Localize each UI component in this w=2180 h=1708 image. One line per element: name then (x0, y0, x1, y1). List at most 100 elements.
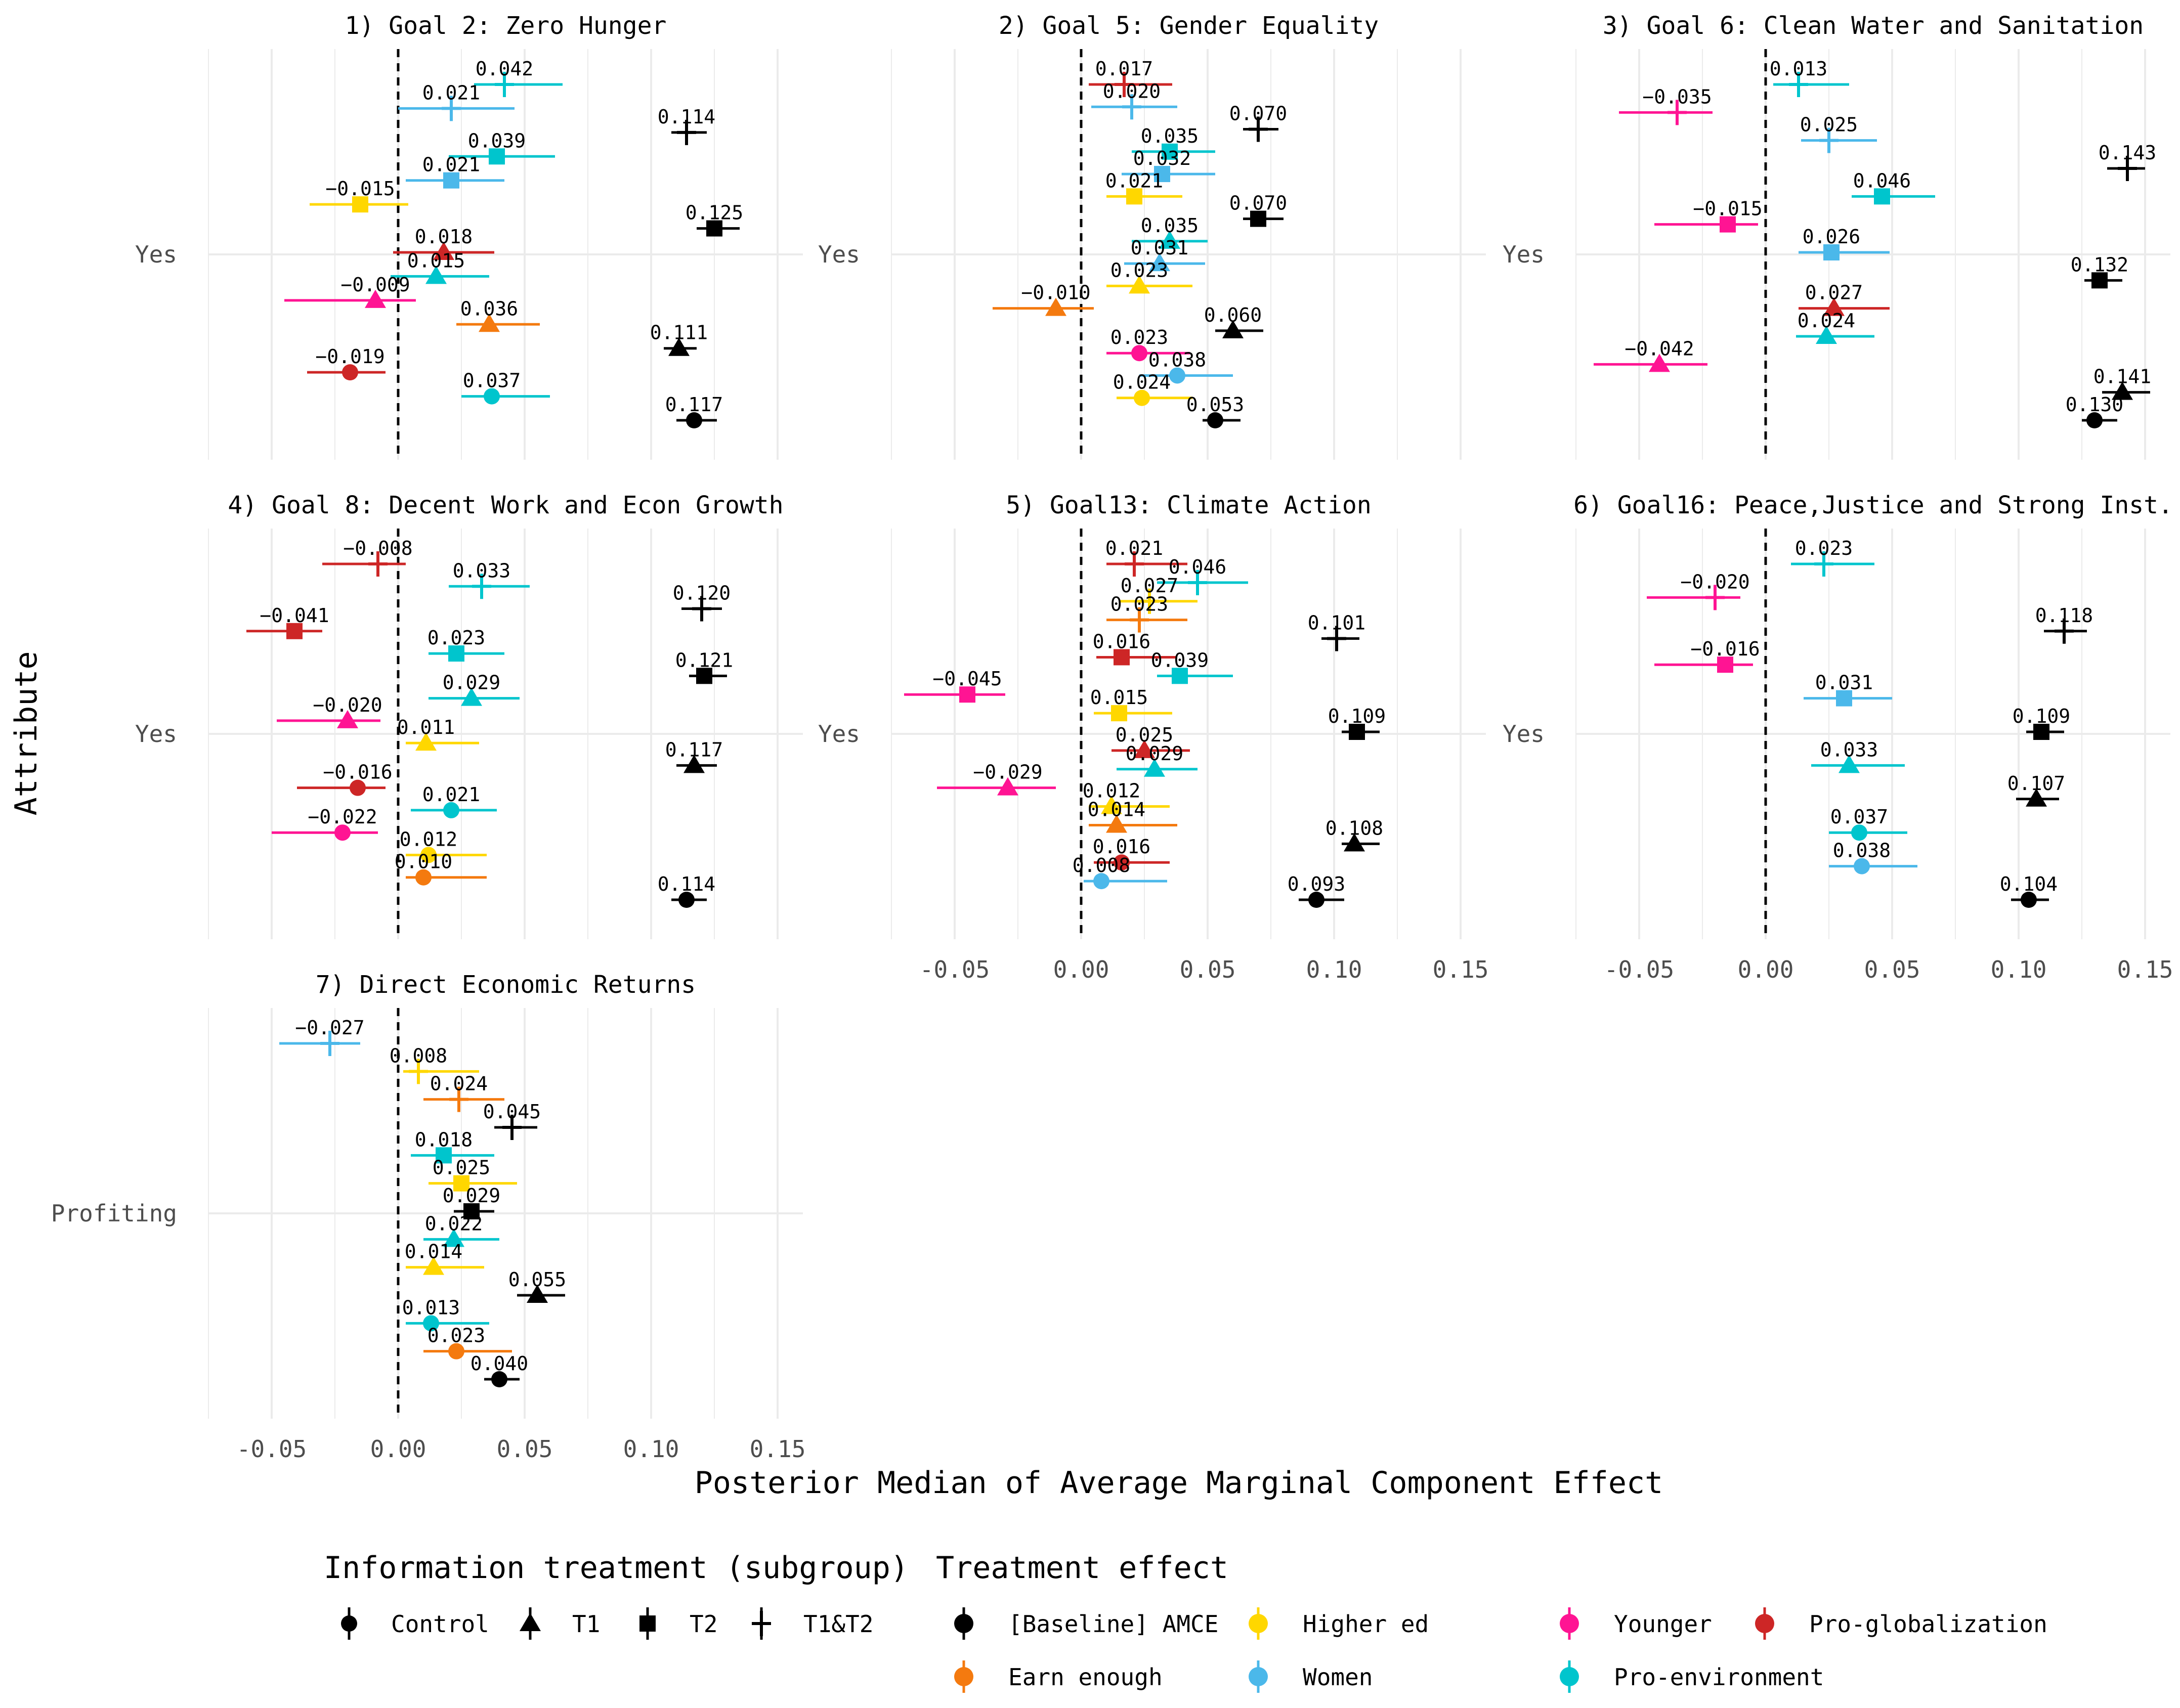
data-label: 0.023 (1795, 537, 1853, 559)
data-point: 0.033 (1811, 738, 1905, 773)
data-point: 0.031 (1124, 237, 1205, 272)
data-label: −0.041 (260, 604, 329, 627)
data-label: 0.024 (1798, 310, 1855, 332)
data-point: 0.021 (398, 81, 515, 121)
data-point: 0.120 (673, 582, 731, 622)
data-label: 0.038 (1148, 348, 1206, 371)
point-marker-circle (678, 892, 695, 908)
data-label: 0.010 (395, 851, 452, 873)
data-label: 0.111 (650, 322, 708, 344)
x-tick-label: 0.00 (1053, 956, 1109, 983)
point-marker-square (1111, 705, 1127, 722)
data-label: 0.039 (468, 129, 526, 152)
legend-label: [Baseline] AMCE (1008, 1610, 1218, 1638)
data-point: 0.033 (449, 559, 530, 599)
point-marker-triangle (425, 266, 447, 284)
point-marker-plus (502, 1115, 522, 1140)
data-point: 0.055 (508, 1268, 566, 1303)
point-marker-square (1836, 690, 1852, 707)
data-label: 0.035 (1141, 214, 1199, 237)
data-label: −0.029 (973, 761, 1042, 783)
point-marker-square (1720, 216, 1736, 233)
data-label: 0.023 (1110, 259, 1168, 281)
point-marker-circle (342, 364, 358, 381)
x-axis-title: Posterior Median of Average Marginal Com… (695, 1465, 1663, 1501)
point-marker-plus (449, 1086, 468, 1112)
point-marker-triangle (1149, 253, 1170, 272)
point-marker-square (706, 220, 722, 237)
point-marker-triangle (1839, 755, 1860, 773)
x-tick-label: 0.05 (1864, 956, 1920, 983)
data-point: 0.125 (686, 202, 743, 237)
data-point: 0.101 (1308, 612, 1365, 651)
point-marker-square (2091, 272, 2108, 289)
legend-label: T1 (572, 1610, 600, 1638)
y-tick-label: Yes (135, 241, 177, 268)
point-marker-triangle (1144, 758, 1165, 777)
data-point: 0.023 (423, 1325, 512, 1360)
point-marker-triangle (423, 1256, 444, 1275)
data-point: 0.015 (391, 249, 489, 284)
point-marker-square (286, 623, 303, 639)
point-marker-square (489, 148, 505, 165)
y-tick-label: Yes (135, 720, 177, 748)
legend-shape-t1-t2: T1&T2 (752, 1607, 873, 1640)
data-label: 0.021 (422, 81, 480, 104)
point-marker-plus (2118, 156, 2137, 181)
legend-shape-control: Control (341, 1607, 489, 1640)
data-point: 0.036 (456, 297, 540, 332)
data-label: 0.025 (433, 1157, 490, 1179)
data-point: 0.107 (2007, 772, 2065, 807)
facet-panels: 1) Goal 2: Zero HungerYes0.0420.0210.114… (51, 12, 2173, 1463)
legend-shape-title: Information treatment (subgroup) (324, 1550, 909, 1586)
data-label: −0.016 (323, 761, 392, 783)
data-label: 0.035 (1141, 125, 1199, 147)
legend-color-pro-globalization: Pro-globalization (1755, 1607, 2047, 1640)
data-label: 0.038 (1833, 840, 1891, 862)
data-label: 0.143 (2099, 142, 2156, 164)
data-point: 0.018 (411, 1128, 494, 1164)
legend-shape-t1: T1 (520, 1607, 600, 1640)
data-label: 0.023 (428, 627, 485, 649)
y-tick-label: Profiting (51, 1200, 177, 1227)
point-marker-square (1114, 649, 1130, 666)
data-point: 0.022 (423, 1212, 499, 1247)
data-label: −0.019 (315, 345, 384, 368)
data-label: 0.114 (658, 873, 715, 895)
data-point: 0.032 (1122, 147, 1215, 183)
legend-label: Women (1303, 1663, 1373, 1691)
point-marker-plus (1705, 585, 1725, 610)
point-marker-triangle (668, 337, 690, 356)
data-point: 0.016 (1093, 630, 1177, 666)
data-label: 0.055 (508, 1268, 566, 1291)
x-tick-label: 0.15 (750, 1435, 806, 1463)
data-label: 0.023 (1110, 593, 1168, 616)
point-marker-square (1172, 668, 1188, 684)
point-marker-plus (1130, 607, 1149, 633)
data-label: −0.020 (1680, 571, 1749, 593)
data-label: 0.109 (1328, 705, 1386, 727)
data-label: −0.009 (340, 274, 410, 296)
data-point: 0.118 (2035, 604, 2093, 644)
point-marker-circle (491, 1371, 507, 1387)
point-marker-square (1154, 166, 1170, 183)
data-label: 0.060 (1204, 304, 1262, 326)
data-label: 0.037 (463, 370, 521, 392)
data-label: 0.008 (390, 1044, 447, 1067)
data-point: 0.038 (1139, 348, 1233, 384)
data-point: 0.023 (1106, 259, 1192, 294)
point-marker-triangle (1129, 275, 1150, 294)
data-point: 0.035 (1132, 125, 1215, 160)
data-label: 0.130 (2066, 393, 2123, 416)
point-marker-circle (350, 779, 366, 796)
point-marker-square (1126, 188, 1142, 205)
data-label: 0.042 (476, 58, 533, 80)
point-marker-triangle (683, 755, 705, 773)
data-label: 0.011 (397, 716, 455, 738)
data-label: 0.029 (443, 672, 500, 694)
y-tick-label: Yes (1503, 720, 1545, 748)
point-marker-square (448, 645, 464, 662)
data-point: 0.037 (461, 370, 550, 405)
x-tick-label: 0.15 (1433, 956, 1489, 983)
point-marker-plus (1125, 551, 1144, 577)
